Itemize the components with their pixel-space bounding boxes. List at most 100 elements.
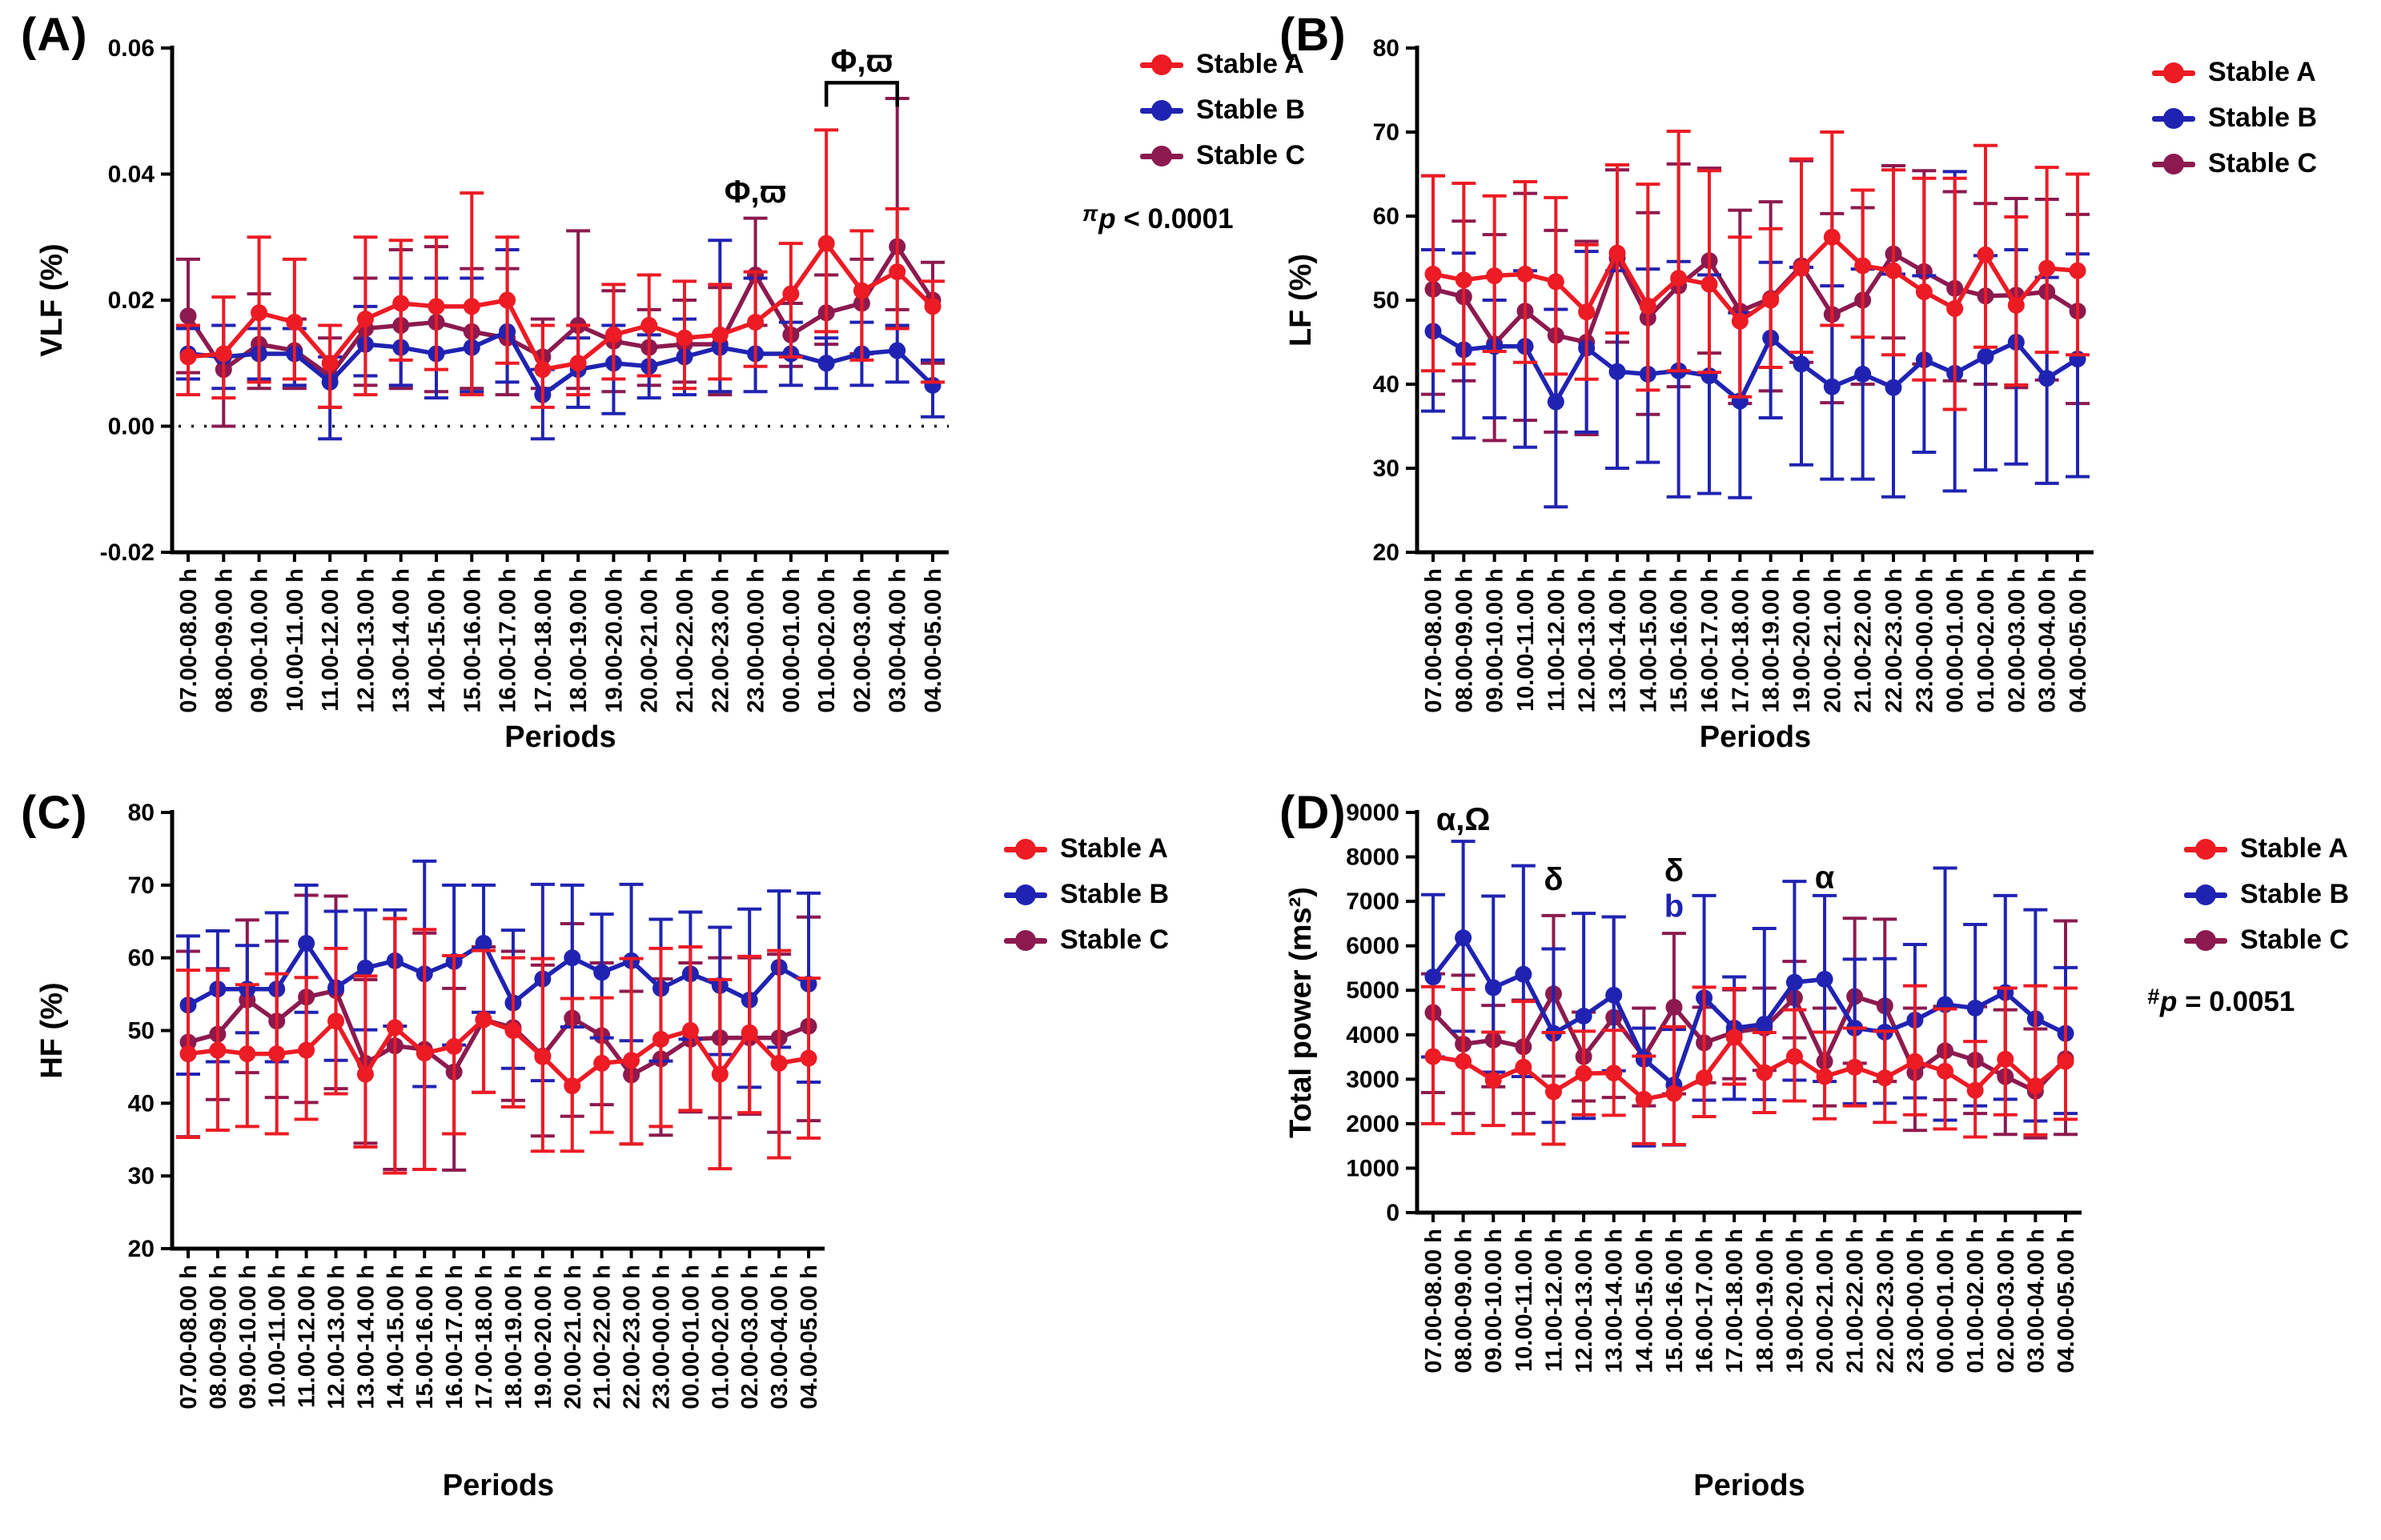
svg-text:04.00-05.00 h: 04.00-05.00 h — [2066, 568, 2091, 713]
series-stable-c — [176, 97, 945, 428]
svg-text:14.00-15.00 h: 14.00-15.00 h — [1632, 1229, 1657, 1374]
svg-text:18.00-19.00 h: 18.00-19.00 h — [1753, 1229, 1778, 1374]
svg-text:20.00-21.00 h: 20.00-21.00 h — [637, 568, 663, 713]
svg-text:02.00-03.00 h: 02.00-03.00 h — [1994, 1229, 2019, 1374]
legend-label: Stable A — [1060, 833, 1168, 864]
svg-text:03.00-04.00 h: 03.00-04.00 h — [2035, 568, 2061, 713]
svg-text:22.00-23.00 h: 22.00-23.00 h — [1873, 1229, 1898, 1374]
legend-item-stable-a: Stable A — [2152, 50, 2317, 95]
svg-text:50: 50 — [128, 1018, 155, 1045]
svg-text:21.00-22.00 h: 21.00-22.00 h — [1843, 1229, 1869, 1374]
series-stable-c — [1421, 158, 2090, 443]
svg-text:03.00-04.00 h: 03.00-04.00 h — [2023, 1229, 2049, 1374]
svg-text:13.00-14.00 h: 13.00-14.00 h — [389, 568, 415, 713]
legend-dot — [1015, 929, 1036, 951]
legend-label: Stable B — [1196, 94, 1306, 125]
legend-label: Stable C — [1196, 140, 1306, 170]
svg-text:01.00-02.00 h: 01.00-02.00 h — [1973, 568, 1999, 713]
svg-text:07.00-08.00 h: 07.00-08.00 h — [176, 568, 202, 713]
svg-text:11.00-12.00 h: 11.00-12.00 h — [295, 1265, 320, 1408]
svg-text:3000: 3000 — [1346, 1066, 1399, 1093]
svg-text:10.00-11.00 h: 10.00-11.00 h — [1512, 1229, 1537, 1372]
legend-marker-stable-c — [2184, 929, 2227, 952]
legend-panel-b: Stable A Stable B Stable C — [2152, 50, 2317, 186]
legend-item-stable-c: Stable C — [2152, 141, 2317, 186]
legend-item-stable-b: Stable B — [2152, 95, 2317, 141]
legend-marker-stable-a — [1004, 838, 1047, 860]
svg-text:12.00-13.00 h: 12.00-13.00 h — [1575, 568, 1600, 713]
svg-text:02.00-03.00 h: 02.00-03.00 h — [2004, 568, 2030, 713]
legend-item-stable-b: Stable B — [2184, 872, 2349, 917]
svg-text:08.00-09.00 h: 08.00-09.00 h — [1451, 568, 1477, 713]
svg-text:19.00-20.00 h: 19.00-20.00 h — [601, 568, 627, 713]
legend-panel-a: Stable A Stable B Stable C — [1140, 42, 1305, 178]
svg-text:30: 30 — [128, 1163, 155, 1189]
svg-text:5000: 5000 — [1346, 977, 1399, 1004]
svg-text:α: α — [1815, 860, 1835, 895]
svg-text:7000: 7000 — [1346, 888, 1399, 915]
svg-text:07.00-08.00 h: 07.00-08.00 h — [1421, 568, 1447, 713]
chart-panel-a: -0.02 0.00 0.02 0.04 0.06 07.00-08.00 h 08.00-… — [35, 35, 949, 754]
svg-text:b: b — [1664, 889, 1684, 924]
svg-text:04.00-05.00 h: 04.00-05.00 h — [2054, 1229, 2079, 1374]
svg-text:10.00-11.00 h: 10.00-11.00 h — [283, 568, 308, 712]
legend-dot — [2195, 838, 2216, 860]
svg-text:14.00-15.00 h: 14.00-15.00 h — [1636, 568, 1661, 713]
svg-text:Periods: Periods — [504, 720, 616, 754]
svg-text:12.00-13.00 h: 12.00-13.00 h — [324, 1265, 350, 1410]
legend-marker-stable-c — [1004, 929, 1047, 952]
legend-marker-stable-b — [2152, 107, 2195, 130]
svg-text:08.00-09.00 h: 08.00-09.00 h — [211, 568, 237, 713]
svg-text:16.00-17.00 h: 16.00-17.00 h — [1697, 568, 1723, 713]
svg-text:19.00-20.00 h: 19.00-20.00 h — [1789, 568, 1815, 713]
svg-text:15.00-16.00 h: 15.00-16.00 h — [412, 1265, 438, 1410]
svg-text:6000: 6000 — [1346, 933, 1399, 960]
legend-marker-stable-b — [2184, 884, 2227, 906]
svg-text:2000: 2000 — [1346, 1111, 1399, 1137]
y-axis: -0.02 0.00 0.02 0.04 0.06 — [100, 35, 172, 566]
svg-text:22.00-23.00 h: 22.00-23.00 h — [708, 568, 733, 713]
svg-text:23.00-00.00 h: 23.00-00.00 h — [1903, 1229, 1929, 1374]
panel-c-label: (C) — [21, 787, 88, 839]
legend-marker-stable-c — [2152, 153, 2195, 175]
y-axis-title: LF (%) — [1284, 254, 1318, 347]
svg-text:00.00-01.00 h: 00.00-01.00 h — [1933, 1229, 1959, 1374]
svg-text:0.00: 0.00 — [108, 414, 155, 440]
svg-text:20.00-21.00 h: 20.00-21.00 h — [560, 1265, 586, 1410]
svg-text:07.00-08.00 h: 07.00-08.00 h — [1421, 1229, 1447, 1374]
svg-text:03.00-04.00 h: 03.00-04.00 h — [885, 568, 911, 713]
svg-text:19.00-20.00 h: 19.00-20.00 h — [531, 1265, 556, 1410]
svg-text:01.00-02.00 h: 01.00-02.00 h — [814, 568, 840, 713]
svg-text:20: 20 — [128, 1236, 155, 1262]
series-stable-a — [1421, 984, 2078, 1146]
legend-marker-stable-c — [1140, 145, 1183, 167]
svg-text:16.00-17.00 h: 16.00-17.00 h — [1692, 1229, 1718, 1374]
legend-dot — [2195, 929, 2216, 951]
panel-b-label: (B) — [1279, 9, 1347, 61]
legend-marker-stable-b — [1140, 99, 1183, 122]
legend-marker-stable-b — [1004, 884, 1047, 906]
svg-text:0.04: 0.04 — [108, 162, 155, 188]
svg-text:16.00-17.00 h: 16.00-17.00 h — [496, 568, 521, 713]
legend-label: Stable C — [1060, 924, 1170, 955]
chart-panel-d: 0 1000 2000 3000 4000 5000 6000 7000 8000 9000 07.… — [1284, 800, 2082, 1502]
legend-item-stable-b: Stable B — [1140, 87, 1305, 133]
y-axis: 0 1000 2000 3000 4000 5000 6000 7000 8000 9000 — [1346, 800, 1417, 1226]
svg-text:20: 20 — [1373, 539, 1399, 566]
panel-a-label: (A) — [21, 9, 88, 61]
svg-text:40: 40 — [1373, 371, 1399, 398]
svg-text:10.00-11.00 h: 10.00-11.00 h — [1513, 568, 1539, 712]
svg-text:14.00-15.00 h: 14.00-15.00 h — [383, 1265, 408, 1410]
svg-text:12.00-13.00 h: 12.00-13.00 h — [353, 568, 379, 713]
series-stable-a — [176, 916, 821, 1175]
pvalue-variable: p — [1098, 203, 1116, 235]
svg-text:08.00-09.00 h: 08.00-09.00 h — [1451, 1229, 1477, 1374]
y-axis: 20 30 40 50 60 70 80 — [1373, 35, 1417, 566]
legend-dot — [2163, 107, 2184, 129]
svg-text:Φ,ϖ: Φ,ϖ — [725, 174, 787, 210]
svg-text:04.00-05.00 h: 04.00-05.00 h — [797, 1265, 822, 1410]
svg-text:20.00-21.00 h: 20.00-21.00 h — [1820, 568, 1845, 713]
svg-text:70: 70 — [128, 872, 155, 899]
